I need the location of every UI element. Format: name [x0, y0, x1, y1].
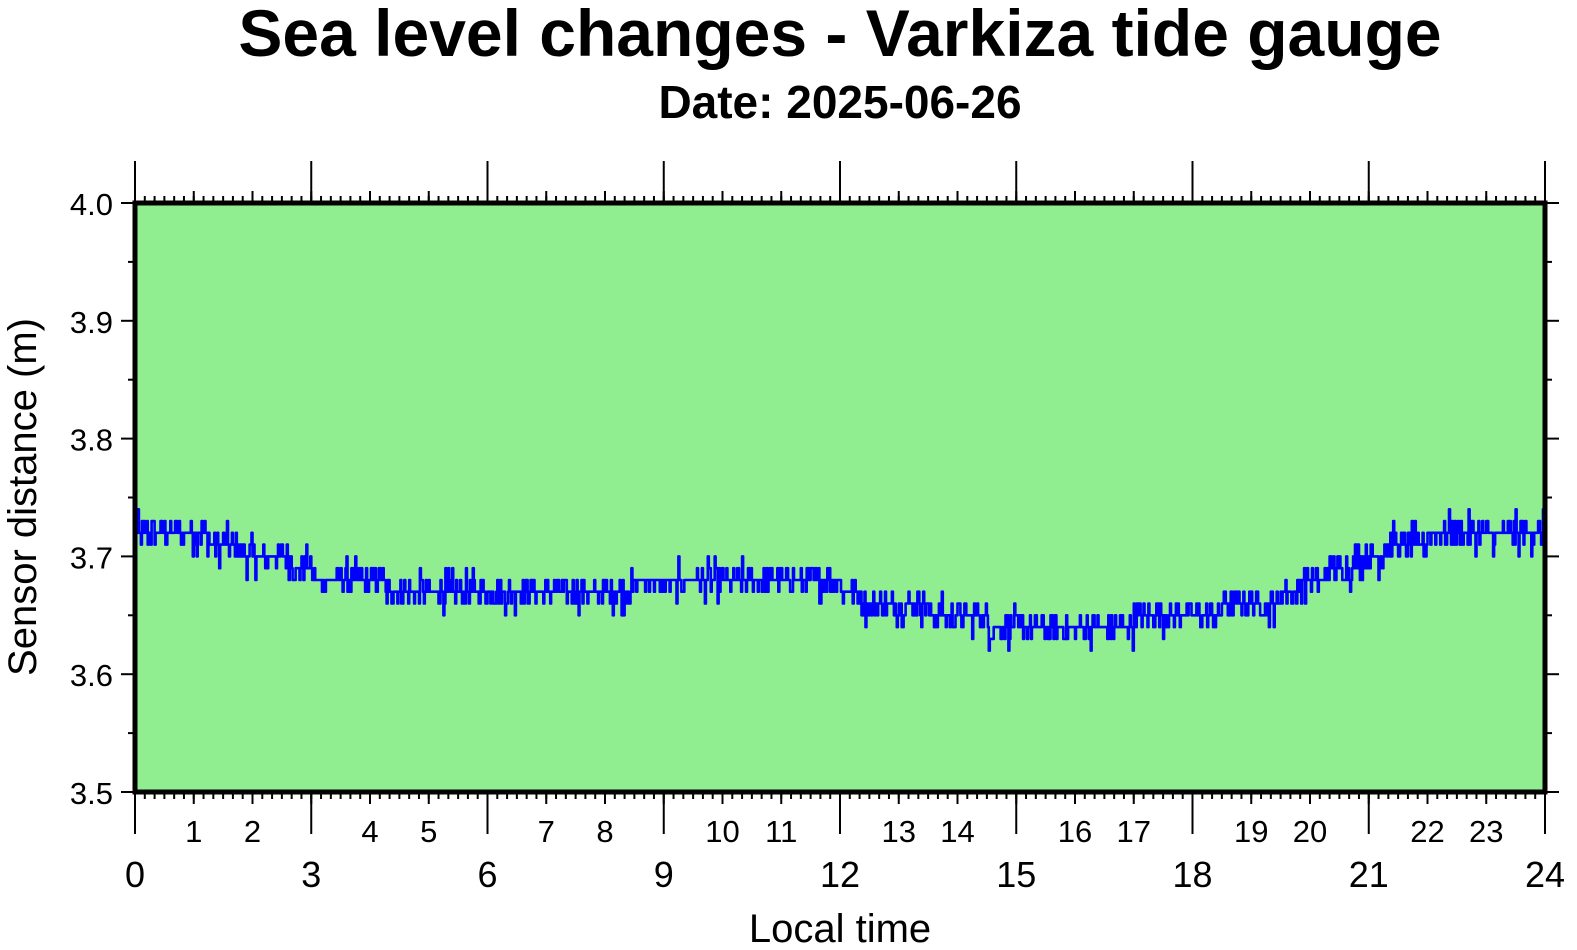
x-minor-label: 7 [538, 814, 555, 849]
y-tick-label: 3.8 [70, 423, 113, 458]
x-minor-label: 23 [1469, 814, 1503, 849]
plot-area [135, 203, 1545, 792]
x-minor-label: 19 [1234, 814, 1268, 849]
x-major-label: 6 [477, 854, 497, 895]
x-minor-label: 16 [1058, 814, 1092, 849]
y-tick-label: 4.0 [70, 187, 113, 222]
x-minor-label: 14 [940, 814, 974, 849]
y-axis-title: Sensor distance (m) [1, 318, 45, 676]
x-major-label: 0 [125, 854, 145, 895]
x-minor-label: 1 [185, 814, 202, 849]
x-major-label: 12 [820, 854, 860, 895]
y-tick-labels: 3.5 3.6 3.7 3.8 3.9 4.0 [70, 187, 113, 811]
x-minor-label: 8 [596, 814, 613, 849]
y-tick-label: 3.5 [70, 776, 113, 811]
x-major-label: 24 [1525, 854, 1565, 895]
x-minor-label: 20 [1293, 814, 1327, 849]
chart-subtitle: Date: 2025-06-26 [658, 76, 1021, 128]
x-major-label: 15 [996, 854, 1036, 895]
series-line [134, 508, 1546, 652]
x-minor-label: 4 [361, 814, 378, 849]
x-major-label: 9 [654, 854, 674, 895]
chart-title: Sea level changes - Varkiza tide gauge [238, 0, 1441, 70]
x-major-label: 3 [301, 854, 321, 895]
x-minor-label: 13 [882, 814, 916, 849]
x-major-label: 18 [1172, 854, 1212, 895]
x-minor-label: 11 [765, 814, 797, 849]
y-tick-label: 3.9 [70, 305, 113, 340]
x-tick-labels: 0 3 6 9 12 15 18 21 241 2 4 5 7 8 10 11 13 14 16 17 19 20 22 23 [125, 814, 1565, 895]
x-minor-label: 5 [420, 814, 437, 849]
x-axis-title: Local time [749, 907, 931, 950]
x-minor-label: 17 [1117, 814, 1151, 849]
x-major-label: 21 [1349, 854, 1389, 895]
y-tick-label: 3.6 [70, 658, 113, 693]
x-minor-label: 10 [705, 814, 739, 849]
x-minor-label: 2 [244, 814, 261, 849]
x-minor-label: 22 [1410, 814, 1444, 849]
y-tick-label: 3.7 [70, 540, 113, 575]
plot-frame [132, 200, 1548, 795]
